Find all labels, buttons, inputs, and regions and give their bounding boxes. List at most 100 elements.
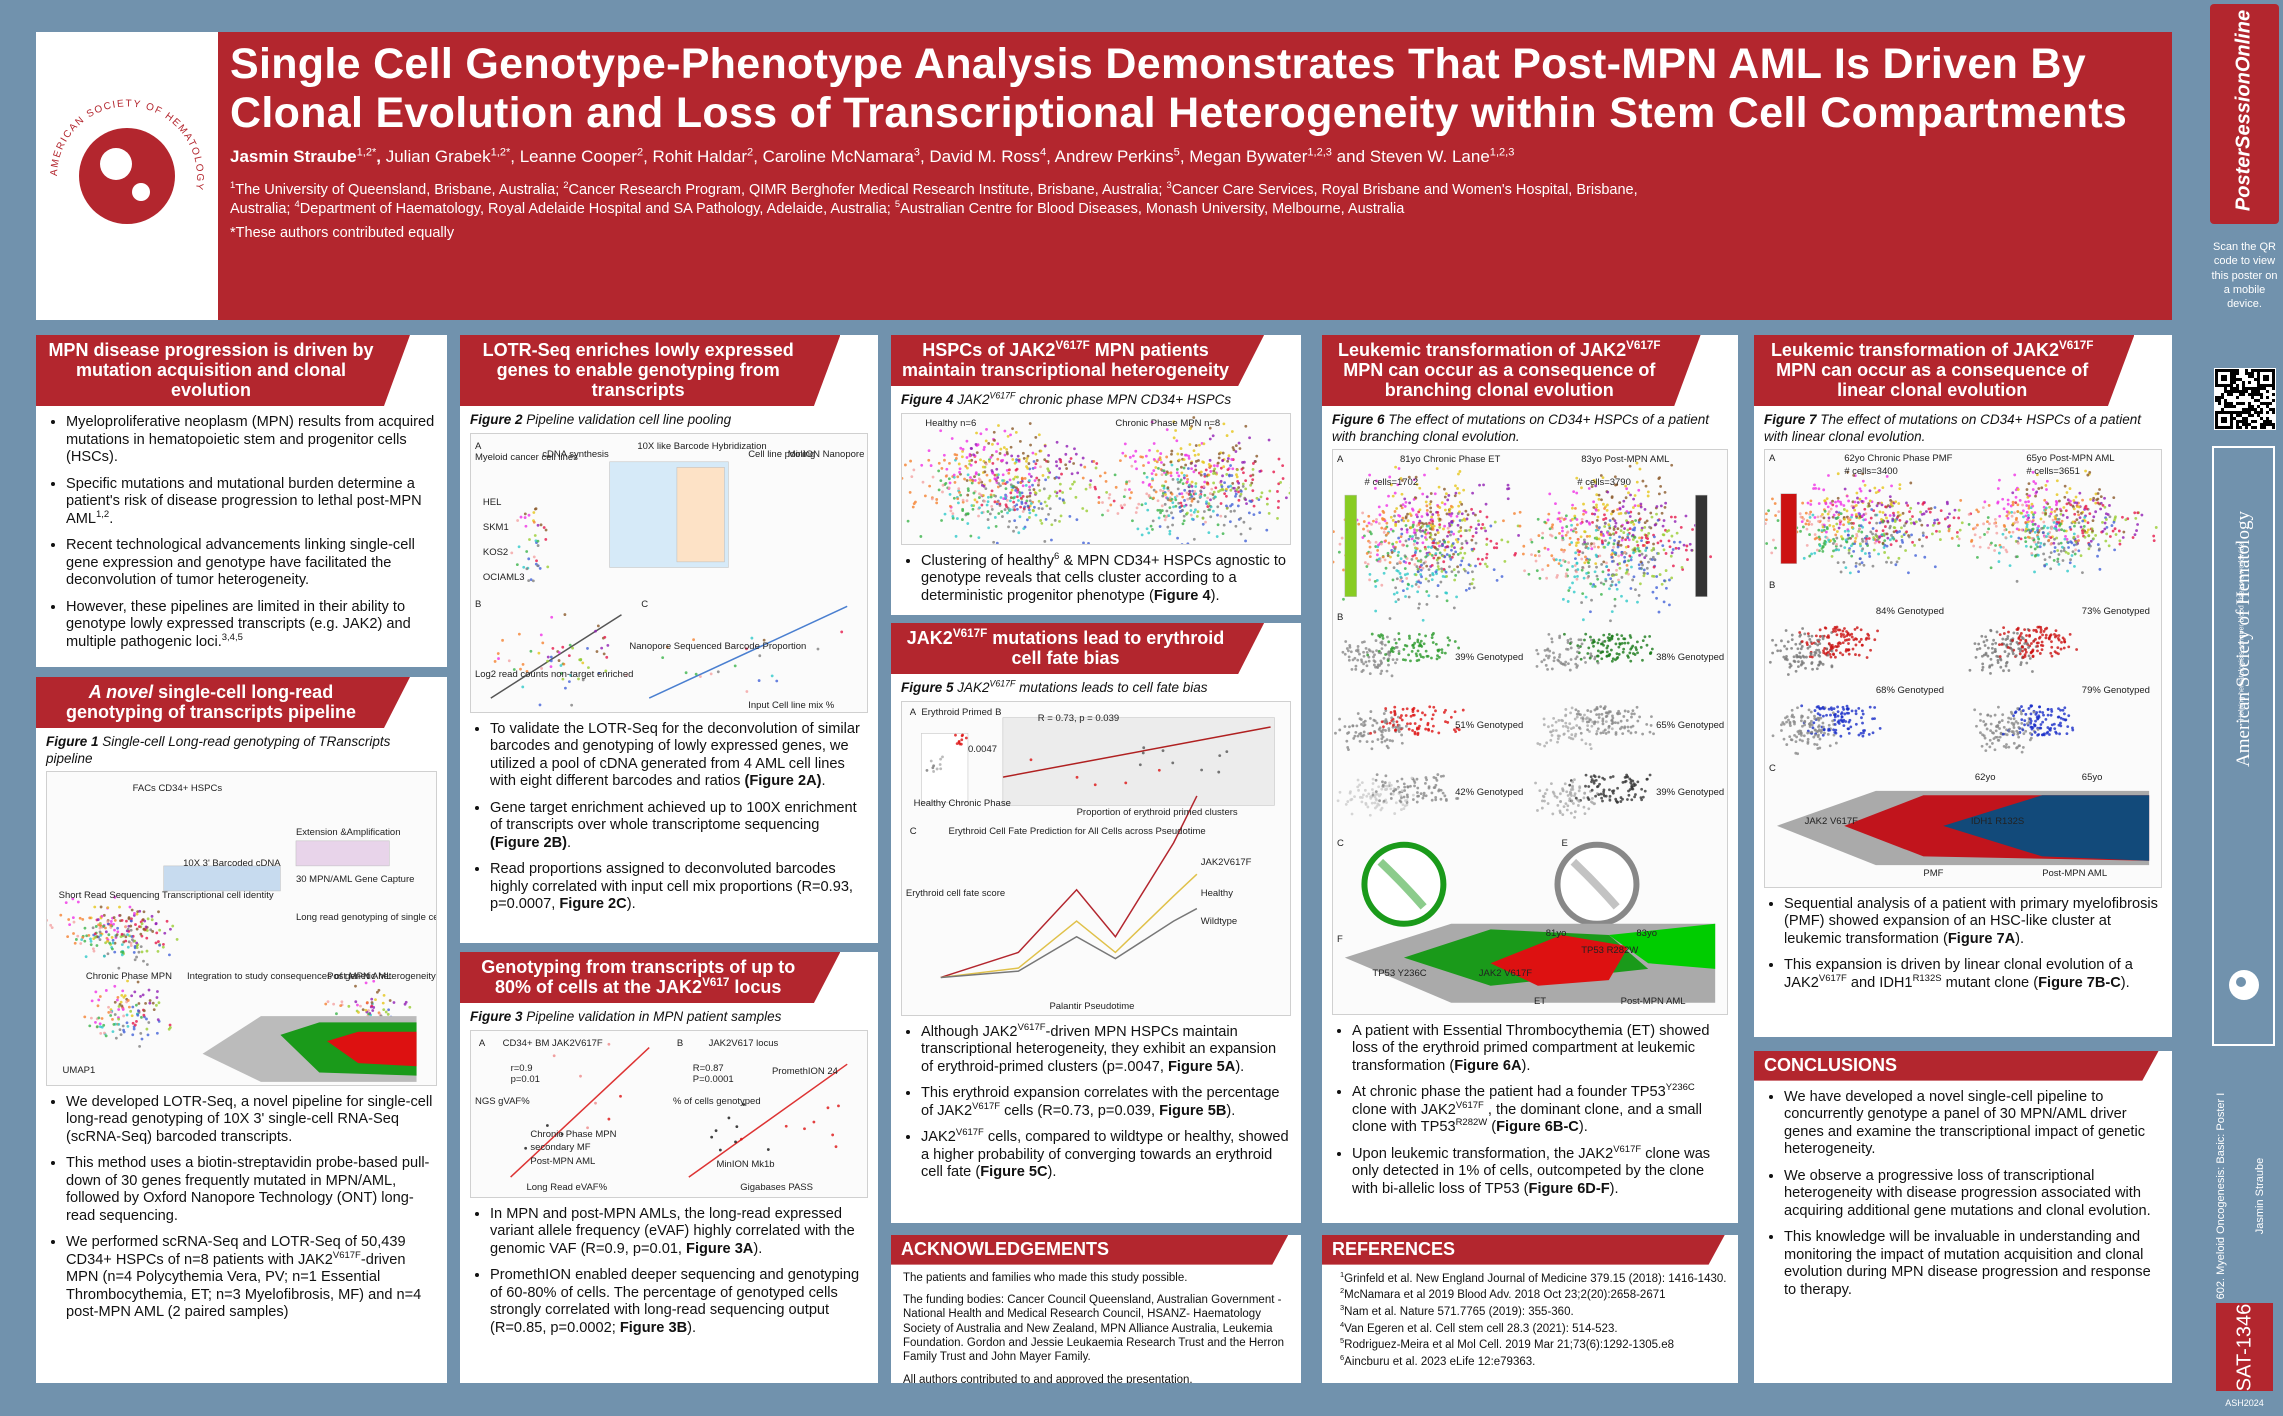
dot [1135, 505, 1139, 509]
dot [1185, 511, 1189, 514]
dot [1397, 550, 1400, 554]
dot [1545, 788, 1549, 791]
dot [1207, 462, 1211, 466]
dot [1851, 500, 1855, 504]
dot [961, 507, 965, 511]
dot [1871, 526, 1875, 530]
dot [1867, 502, 1871, 505]
dot [1831, 541, 1835, 545]
dot [2096, 497, 2100, 501]
dot [102, 1023, 106, 1027]
dot [1993, 548, 1996, 552]
dot [1368, 716, 1372, 720]
dot [1029, 474, 1033, 478]
dot [1406, 722, 1409, 726]
dot [1598, 782, 1601, 786]
dot [126, 998, 130, 1002]
dot [1202, 509, 1206, 513]
figure-label: 30 MPN/AML Gene Capture [295, 873, 415, 885]
dot [1609, 775, 1612, 779]
dot [1460, 559, 1464, 563]
dot [1591, 801, 1595, 804]
dot [1843, 517, 1846, 521]
dot [2026, 535, 2030, 539]
dot [1573, 575, 1577, 579]
dot [1417, 585, 1421, 589]
dot [2033, 530, 2037, 534]
dot [85, 934, 89, 937]
dot [1176, 480, 1180, 484]
dot [1435, 558, 1439, 562]
dot [1398, 539, 1402, 543]
dot [2094, 492, 2098, 496]
dot [1380, 583, 1384, 587]
dot [1558, 734, 1561, 738]
dot [983, 469, 987, 473]
dot [1236, 504, 1240, 507]
dot [144, 1001, 147, 1005]
dot [1974, 526, 1977, 530]
dot [559, 663, 563, 667]
dot [1638, 467, 1642, 471]
dot [951, 511, 955, 515]
dot [1421, 711, 1424, 715]
dot [156, 989, 159, 993]
dot [1567, 662, 1570, 665]
dot [1378, 635, 1382, 639]
dot [1568, 586, 1572, 589]
dot [1393, 713, 1397, 717]
dot [1646, 537, 1650, 540]
dot [1037, 483, 1040, 487]
dot [1648, 634, 1652, 638]
dot [1570, 794, 1573, 797]
dot [1597, 537, 1601, 541]
dot [968, 459, 971, 462]
dot [519, 667, 522, 671]
dot [1629, 493, 1632, 497]
dot [142, 927, 146, 931]
dot [551, 646, 555, 650]
dot [2026, 513, 2030, 517]
dot [1424, 727, 1428, 731]
dot [1211, 492, 1215, 496]
dot [1914, 520, 1918, 524]
dot [1097, 500, 1101, 504]
dot [1607, 573, 1610, 576]
dot [2024, 500, 2028, 504]
dot [1396, 715, 1400, 719]
dot [1229, 488, 1233, 492]
dot [109, 919, 113, 923]
dot [937, 469, 941, 472]
dot [1145, 475, 1149, 479]
dot [1585, 716, 1589, 719]
dot [1595, 565, 1598, 569]
dot [1368, 473, 1372, 477]
dot [1124, 454, 1127, 457]
dot [1576, 537, 1580, 541]
dot [1343, 724, 1347, 728]
dot [1151, 518, 1155, 522]
dot [2046, 532, 2050, 536]
figure-label: Long Read eVAF% [526, 1182, 608, 1194]
dot [1668, 545, 1672, 549]
dot [1868, 554, 1872, 558]
dot [1001, 458, 1005, 462]
panel: Leukemic transformation of JAK2V617F MPN… [1322, 335, 1738, 1223]
dot [1386, 746, 1390, 750]
dot [1589, 775, 1593, 778]
figure-label: Wildtype [1200, 916, 1238, 928]
dot [1190, 494, 1194, 498]
dot [1431, 713, 1435, 716]
dot [1399, 794, 1403, 797]
dot [533, 533, 537, 537]
dot [1192, 537, 1196, 541]
dot [1382, 712, 1386, 715]
dot [72, 931, 75, 935]
dot [1097, 495, 1101, 499]
dot [952, 475, 956, 479]
dot [981, 465, 985, 468]
dot [2140, 513, 2144, 517]
dot [1448, 507, 1452, 511]
dot [1625, 521, 1629, 524]
dot [1396, 779, 1399, 783]
